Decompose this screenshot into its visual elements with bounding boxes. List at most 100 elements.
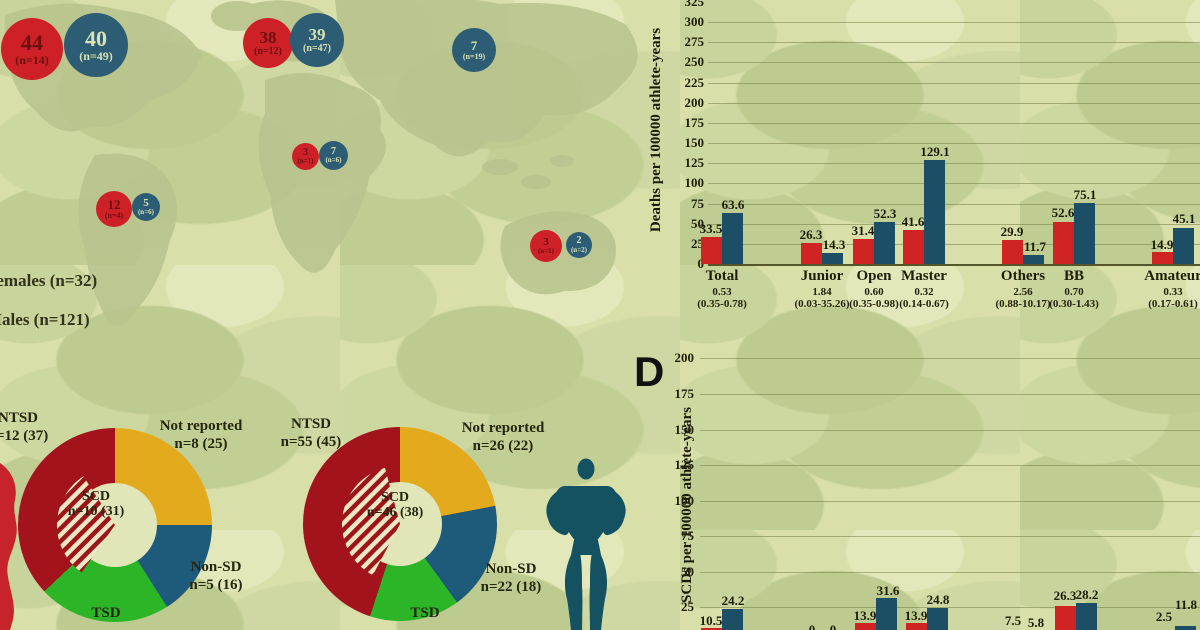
bubble-n: (n=49) bbox=[79, 49, 113, 64]
donut1-tsd-label: TSD bbox=[91, 605, 121, 621]
donut1-ntsd-name: NTSD bbox=[0, 410, 38, 426]
bar-value-label: 31.4 bbox=[851, 223, 875, 238]
bar-bb-males bbox=[1076, 602, 1097, 630]
y-tick-label: 100 bbox=[684, 175, 705, 191]
bar-value-label: 52.6 bbox=[1051, 205, 1075, 220]
bubble-value: 12 bbox=[107, 196, 121, 212]
gridline bbox=[708, 264, 1200, 266]
map-bubble-north-america-females: 44 (n=14) bbox=[1, 18, 63, 80]
map-legend-males: Males (n=121) bbox=[0, 310, 90, 329]
scd-hatched-wedge bbox=[341, 467, 400, 576]
donut1-ntsd-n: n=12 (37) bbox=[0, 428, 49, 444]
rate-label: 0.32 bbox=[914, 286, 934, 298]
bar-total-females bbox=[701, 628, 722, 630]
ci-label: (0.35-0.78) bbox=[697, 298, 747, 310]
y-tick-label: 50 bbox=[681, 563, 694, 579]
y-tick-label: 25 bbox=[681, 599, 694, 615]
donut2-ntsd-n: n=55 (45) bbox=[280, 434, 342, 450]
bubble-n: (n=1) bbox=[537, 247, 555, 256]
rate-label: 0.53 bbox=[712, 286, 732, 298]
map-legend-females: Females (n=32) bbox=[0, 271, 98, 290]
gridline bbox=[708, 82, 1200, 84]
bar-total-females bbox=[701, 237, 722, 264]
gridline bbox=[708, 163, 1200, 165]
y-tick-label: 300 bbox=[684, 14, 705, 29]
donut1-non-sd-name: Non-SD bbox=[190, 559, 242, 575]
category-label-total: Total bbox=[705, 268, 739, 284]
y-tick-label: 75 bbox=[681, 528, 694, 544]
bar-amateur-males bbox=[1175, 626, 1196, 630]
bar-value-label: 24.2 bbox=[721, 593, 745, 608]
gridline bbox=[700, 465, 1200, 467]
y-tick-label: 125 bbox=[674, 457, 695, 473]
donut2-scd-label: SCD n=46 (38) bbox=[325, 490, 465, 520]
donut2-not-reported-label: Not reported n=26 (22) bbox=[433, 419, 573, 455]
bubble-value: 38 bbox=[259, 27, 277, 47]
bubble-value: 3 bbox=[543, 235, 549, 248]
donut1-not-reported-name: Not reported bbox=[159, 418, 243, 434]
bar-value-label: 7.5 bbox=[1004, 613, 1022, 628]
category-label-master: Master bbox=[901, 268, 947, 284]
donut2-ntsd-label: NTSD n=55 (45) bbox=[241, 415, 381, 451]
bar-junior-females bbox=[801, 242, 822, 264]
donut2-non-sd-name: Non-SD bbox=[485, 561, 537, 577]
y-tick-label: 125 bbox=[684, 155, 705, 171]
bar-value-label: 41.6 bbox=[901, 214, 925, 229]
ci-label: (0.88-10.17) bbox=[995, 298, 1051, 310]
bar-value-label: 52.3 bbox=[873, 206, 897, 221]
bubble-value: 3 bbox=[303, 146, 308, 158]
female-bodybuilder-silhouette-icon bbox=[0, 463, 17, 630]
donut2-non-sd-n: n=22 (18) bbox=[480, 579, 542, 595]
bar-value-label: 10.5 bbox=[699, 612, 723, 628]
bar-value-label: 24.8 bbox=[926, 592, 950, 607]
y-tick-label: 225 bbox=[684, 74, 705, 90]
rate-label: 1.84 bbox=[812, 286, 832, 298]
category-label-amateur: Amateur bbox=[1144, 268, 1200, 284]
bar-bb-females bbox=[1055, 605, 1076, 630]
map-bubble-africa-females: 3 (n=1) bbox=[292, 143, 319, 170]
bar-others-males bbox=[1023, 254, 1044, 264]
bubble-n: (n=14) bbox=[15, 53, 49, 68]
donut-chart-females bbox=[18, 428, 212, 622]
bar-value-label: 14.3 bbox=[822, 237, 846, 252]
map-bubble-europe-females: 38 (n=12) bbox=[243, 18, 293, 68]
bar-value-label: 75.1 bbox=[1073, 187, 1097, 202]
gridline bbox=[708, 102, 1200, 104]
y-tick-label: 175 bbox=[674, 386, 695, 401]
bar-bb-females bbox=[1053, 221, 1074, 264]
bar-value-label: 33.5 bbox=[699, 221, 723, 236]
bubble-value: 40 bbox=[85, 26, 107, 52]
y-tick-label: 150 bbox=[684, 135, 705, 150]
bar-open-females bbox=[855, 623, 876, 630]
ci-label: (0.30-1.43) bbox=[1049, 298, 1099, 310]
bar-value-label: 2.5 bbox=[1155, 609, 1173, 624]
bar-value-label: 5.8 bbox=[1027, 615, 1045, 630]
bar-value-label: 28.2 bbox=[1075, 587, 1099, 602]
bar-value-label: 11.7 bbox=[1023, 239, 1047, 254]
y-tick-label: 250 bbox=[684, 54, 705, 70]
ci-label: (0.35-0.98) bbox=[849, 298, 899, 310]
donut1-scd-label: SCD n=10 (31) bbox=[26, 489, 166, 519]
bar-junior-males bbox=[822, 252, 843, 264]
panel-d-label: D bbox=[634, 348, 665, 395]
rate-label: 0.60 bbox=[864, 286, 884, 298]
y-tick-label: 25 bbox=[691, 235, 704, 251]
gridline bbox=[708, 223, 1200, 225]
continent-south-america bbox=[78, 153, 178, 327]
bar-value-label: 26.3 bbox=[1053, 588, 1077, 603]
donut2-not-reported-name: Not reported bbox=[461, 420, 545, 436]
bubble-n: (n=4) bbox=[104, 210, 124, 220]
bar-value-label: 14.9 bbox=[1150, 237, 1174, 252]
category-label-others: Others bbox=[1000, 268, 1046, 284]
y-tick-label: 0 bbox=[664, 257, 705, 271]
ci-label: (0.03-35.26) bbox=[794, 298, 850, 310]
map-bubble-australia-females: 3 (n=1) bbox=[530, 230, 562, 262]
map-bubble-south-america-males: 5 (n=6) bbox=[132, 193, 160, 221]
donut2-ntsd-name: NTSD bbox=[290, 416, 331, 432]
map-bubble-australia-males: 2 (n=2) bbox=[566, 232, 592, 258]
rate-label: 2.56 bbox=[1013, 286, 1033, 298]
gridline bbox=[708, 22, 1200, 23]
gridline bbox=[700, 394, 1200, 395]
bar-master-females bbox=[906, 623, 927, 630]
gridline bbox=[700, 429, 1200, 431]
